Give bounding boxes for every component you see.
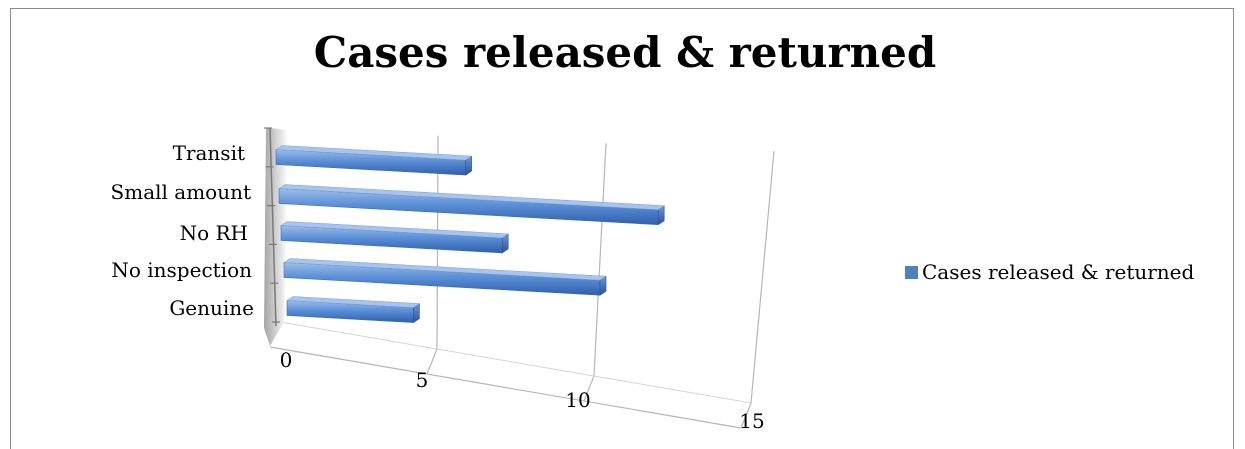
grid-lines bbox=[269, 135, 775, 429]
chart-frame bbox=[10, 8, 1234, 449]
bar-top-face bbox=[286, 296, 421, 308]
x-tick-label: 0 bbox=[280, 348, 293, 372]
bars bbox=[275, 145, 665, 324]
x-tick-label: 10 bbox=[565, 388, 590, 412]
legend: Cases released & returned bbox=[905, 260, 1195, 284]
legend-swatch bbox=[905, 266, 918, 279]
x-tick-label: 15 bbox=[739, 409, 764, 433]
side-wall-face bbox=[264, 128, 288, 346]
y-axis-line bbox=[269, 127, 277, 327]
gridline bbox=[593, 143, 607, 377]
category-label: Small amount bbox=[111, 180, 251, 204]
gridline bbox=[750, 150, 775, 404]
category-label: Transit bbox=[173, 141, 245, 165]
floor-gridline bbox=[426, 348, 438, 375]
category-label: No RH bbox=[180, 221, 248, 245]
bar-top-face bbox=[278, 184, 665, 210]
legend-label: Cases released & returned bbox=[922, 260, 1195, 284]
category-label: No inspection bbox=[111, 258, 252, 282]
bar-top-face bbox=[280, 221, 509, 239]
floor-gridline bbox=[740, 402, 752, 429]
x-tick-labels: 0 5 10 15 bbox=[280, 348, 765, 433]
bar-top-face bbox=[275, 145, 473, 161]
floor-gridline bbox=[583, 375, 595, 402]
bar-top-face bbox=[283, 258, 607, 281]
x-tick-label: 5 bbox=[416, 368, 429, 392]
chart-title: Cases released & returned bbox=[313, 28, 937, 77]
category-labels: Genuine No inspection No RH Small amount Tra… bbox=[111, 141, 254, 320]
side-wall bbox=[264, 127, 288, 346]
category-label: Genuine bbox=[169, 296, 254, 320]
floor-back-edge bbox=[279, 321, 752, 404]
floor-edge bbox=[269, 346, 742, 429]
